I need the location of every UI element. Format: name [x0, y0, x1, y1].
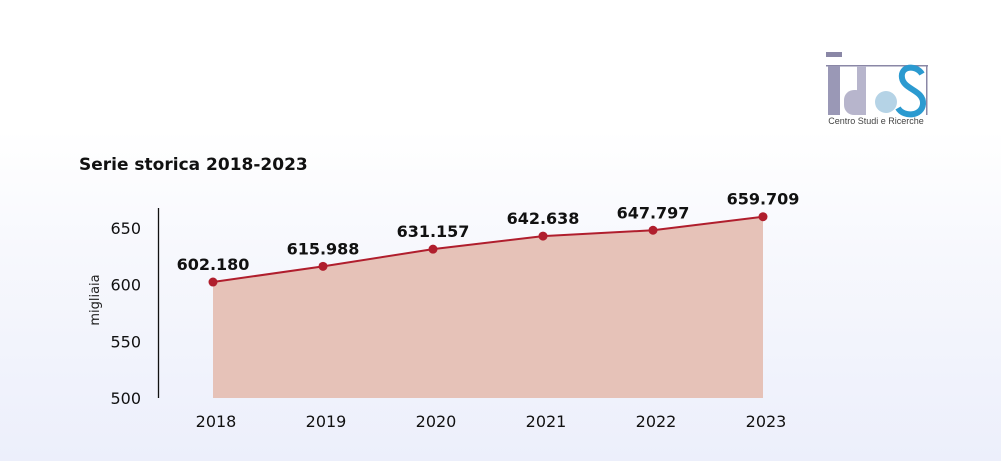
y-tick-label: 600	[110, 276, 141, 295]
data-point	[208, 277, 218, 287]
data-point	[538, 231, 548, 241]
y-tick-label: 650	[110, 219, 141, 238]
data-label: 642.638	[507, 209, 580, 228]
data-label: 659.709	[727, 190, 800, 209]
data-label: 631.157	[397, 222, 470, 241]
idos-logo: Centro Studi e Ricerche	[826, 52, 928, 126]
area-fill	[213, 216, 763, 398]
data-point	[648, 225, 658, 235]
svg-text:Centro Studi e Ricerche: Centro Studi e Ricerche	[828, 116, 924, 126]
y-tick-label: 550	[110, 332, 141, 351]
x-tick-label: 2019	[306, 412, 347, 431]
data-label: 615.988	[287, 239, 360, 258]
data-label: 647.797	[617, 203, 690, 222]
x-tick-label: 2018	[196, 412, 237, 431]
series-line	[212, 215, 764, 284]
data-point	[428, 244, 438, 254]
data-label: 602.180	[177, 255, 250, 274]
y-tick-label: 500	[110, 389, 141, 408]
x-tick-label: 2022	[636, 412, 677, 431]
x-tick-label: 2023	[746, 412, 787, 431]
y-axis-label: migliaia	[88, 274, 103, 325]
data-point	[318, 261, 328, 271]
x-tick-label: 2021	[526, 412, 567, 431]
data-point	[758, 212, 768, 222]
x-tick-label: 2020	[416, 412, 457, 431]
chart-title: Serie storica 2018-2023	[79, 155, 308, 175]
